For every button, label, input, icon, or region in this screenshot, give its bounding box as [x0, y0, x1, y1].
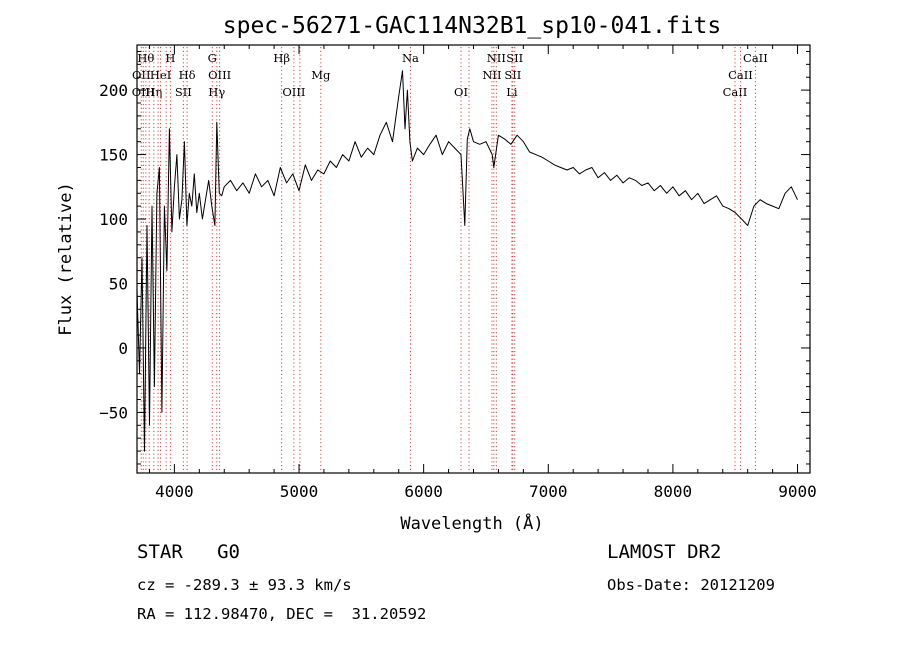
- x-tick-label-2: 6000: [404, 482, 443, 501]
- line-marker-label-8: H: [165, 51, 175, 65]
- line-marker-label-25: SII: [504, 68, 521, 82]
- x-tick-label-1: 5000: [280, 482, 319, 501]
- x-tick-label-0: 4000: [155, 482, 194, 501]
- y-tick-label-1: 0: [118, 339, 128, 358]
- line-marker-label-6: HeI: [150, 68, 171, 82]
- line-marker-label-19: OI: [454, 85, 468, 99]
- tick-layer: 4000 5000 6000 7000 8000 9000 −50 0 50 100 150 200: [99, 45, 817, 501]
- line-marker-layer: OIIOIIIHθHηHeIHSIIHδGHγOIIIHβOIIIMgNaOIN…: [132, 47, 768, 471]
- line-marker-label-14: Hβ: [273, 51, 290, 65]
- line-marker-label-28: CaII: [728, 68, 753, 82]
- x-axis-label: Wavelength (Å): [400, 512, 543, 534]
- line-marker-label-18: Na: [402, 51, 419, 65]
- x-tick-label-5: 9000: [778, 482, 817, 501]
- line-marker-label-11: G: [208, 51, 217, 65]
- line-marker-label-13: OIII: [208, 68, 231, 82]
- plot-frame: [136, 44, 811, 474]
- y-axis-label: Flux (relative): [56, 182, 76, 336]
- survey-name: LAMOST DR2: [607, 541, 722, 563]
- y-tick-label-0: −50: [99, 403, 128, 422]
- series-layer: [136, 70, 798, 452]
- line-marker-label-2: Hθ: [137, 51, 154, 65]
- line-marker-label-26: SII: [506, 51, 523, 65]
- line-marker-label-21: NII: [482, 68, 501, 82]
- coordinates: RA = 112.98470, DEC = 31.20592: [137, 605, 427, 623]
- line-marker-label-27: CaII: [723, 85, 748, 99]
- redshift-text: cz = -289.3 ± 93.3 km/s: [137, 576, 352, 594]
- y-tick-label-2: 50: [109, 274, 128, 293]
- line-marker-label-9: SII: [175, 85, 192, 99]
- y-tick-label-4: 150: [99, 146, 128, 165]
- line-marker-label-0: OII: [132, 68, 151, 82]
- line-marker-label-23: NII: [487, 51, 506, 65]
- x-tick-label-3: 7000: [529, 482, 568, 501]
- spectrum-line: [136, 70, 798, 452]
- y-tick-label-3: 100: [99, 210, 128, 229]
- line-marker-label-24: Li: [506, 85, 518, 99]
- obs-date: Obs-Date: 20121209: [607, 576, 775, 594]
- chart-title: spec-56271-GAC114N32B1_sp10-041.fits: [223, 13, 722, 39]
- line-marker-label-10: Hδ: [179, 68, 196, 82]
- object-class: STAR G0: [137, 541, 240, 563]
- line-marker-label-17: Mg: [311, 68, 331, 82]
- line-marker-label-29: CaII: [743, 51, 768, 65]
- line-marker-label-15: OIII: [282, 85, 305, 99]
- line-marker-label-12: Hγ: [208, 85, 225, 99]
- line-marker-label-4: Hη: [145, 85, 162, 99]
- y-tick-label-5: 200: [99, 81, 128, 100]
- x-tick-label-4: 8000: [654, 482, 693, 501]
